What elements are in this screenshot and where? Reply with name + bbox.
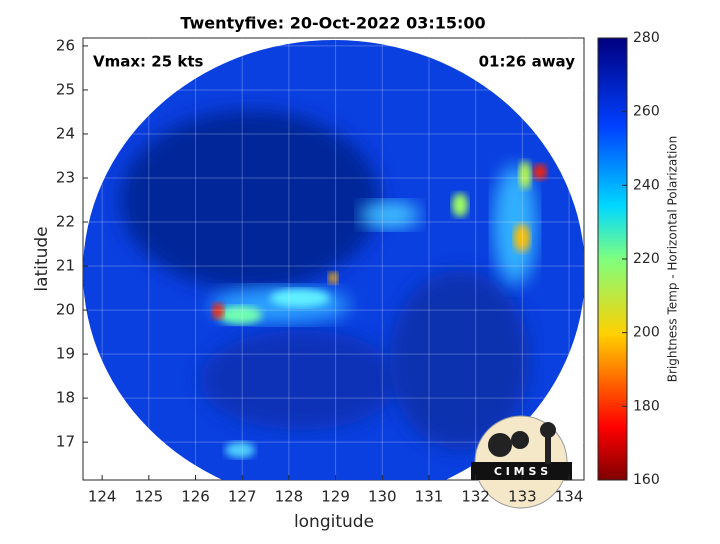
y-axis-label: latitude bbox=[32, 226, 52, 291]
y-tick-label: 22 bbox=[56, 213, 75, 231]
x-tick-label: 127 bbox=[228, 488, 257, 506]
logo-text: C I M S S bbox=[494, 465, 548, 478]
y-tick-label: 18 bbox=[56, 389, 75, 407]
colorbar-tick-label: 180 bbox=[633, 398, 660, 414]
x-tick-label: 133 bbox=[508, 488, 537, 506]
colorbar-tick-label: 160 bbox=[633, 472, 660, 488]
x-tick-label: 128 bbox=[275, 488, 304, 506]
grid bbox=[83, 38, 584, 480]
colorbar-tick-label: 220 bbox=[633, 251, 660, 267]
x-tick-label: 126 bbox=[181, 488, 210, 506]
x-tick-label: 131 bbox=[415, 488, 444, 506]
logo: C I M S S bbox=[471, 415, 572, 509]
colorbar-tick-label: 240 bbox=[633, 177, 660, 193]
annotation: Vmax: 25 kts bbox=[93, 53, 203, 71]
x-axis-label: longitude bbox=[294, 512, 374, 532]
x-tick-label: 129 bbox=[321, 488, 350, 506]
x-tick-label: 132 bbox=[461, 488, 490, 506]
colorbar-tick-label: 200 bbox=[633, 325, 660, 341]
y-tick-label: 19 bbox=[56, 345, 75, 363]
y-tick-label: 21 bbox=[56, 257, 75, 275]
imagery bbox=[83, 40, 584, 480]
colorbar-tick-label: 280 bbox=[633, 30, 660, 46]
y-tick-label: 24 bbox=[56, 124, 75, 142]
y-tick-label: 23 bbox=[56, 168, 75, 186]
x-tick-label: 130 bbox=[368, 488, 397, 506]
x-tick-label: 124 bbox=[88, 488, 117, 506]
x-tick-label: 134 bbox=[555, 488, 584, 506]
y-tick-label: 20 bbox=[56, 301, 75, 319]
y-tick-label: 17 bbox=[56, 433, 75, 451]
chart-title: Twentyfive: 20-Oct-2022 03:15:00 bbox=[180, 14, 485, 33]
y-tick-label: 26 bbox=[56, 36, 75, 54]
colorbar-tick-label: 260 bbox=[633, 104, 660, 120]
annotation: 01:26 away bbox=[479, 53, 576, 71]
colorbar-label: Brightness Temp - Horizontal Polarizatio… bbox=[666, 136, 680, 383]
y-tick-label: 25 bbox=[56, 80, 75, 98]
x-tick-label: 125 bbox=[135, 488, 164, 506]
